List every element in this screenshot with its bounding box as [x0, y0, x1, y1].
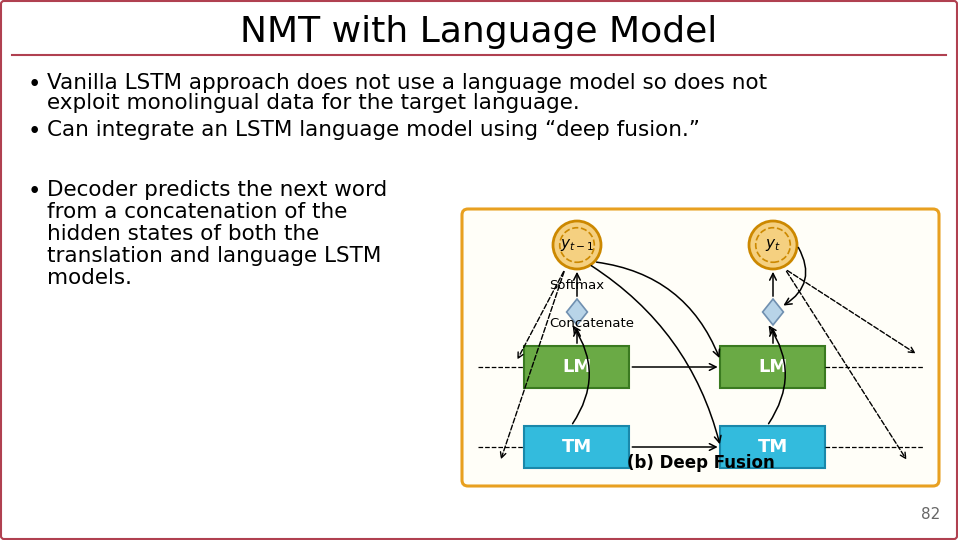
FancyBboxPatch shape: [462, 209, 939, 486]
Text: LM: LM: [562, 358, 592, 376]
Text: models.: models.: [47, 268, 132, 288]
Polygon shape: [763, 299, 784, 325]
Text: LM: LM: [759, 358, 787, 376]
Text: Concatenate: Concatenate: [549, 317, 634, 330]
FancyBboxPatch shape: [720, 346, 826, 388]
Text: Softmax: Softmax: [549, 279, 604, 292]
FancyBboxPatch shape: [524, 426, 629, 468]
Text: $y_t$: $y_t$: [765, 237, 781, 253]
Text: from a concatenation of the: from a concatenation of the: [47, 202, 348, 222]
Circle shape: [749, 221, 797, 269]
Text: Vanilla LSTM approach does not use a language model so does not: Vanilla LSTM approach does not use a lan…: [47, 73, 767, 93]
Text: Decoder predicts the next word: Decoder predicts the next word: [47, 180, 387, 200]
Text: (b) Deep Fusion: (b) Deep Fusion: [627, 454, 774, 472]
Text: NMT with Language Model: NMT with Language Model: [240, 15, 718, 49]
Text: •: •: [28, 120, 41, 143]
Text: TM: TM: [562, 438, 592, 456]
FancyBboxPatch shape: [524, 346, 629, 388]
Text: translation and language LSTM: translation and language LSTM: [47, 246, 381, 266]
Text: Can integrate an LSTM language model using “deep fusion.”: Can integrate an LSTM language model usi…: [47, 120, 700, 140]
Text: exploit monolingual data for the target language.: exploit monolingual data for the target …: [47, 93, 580, 113]
Circle shape: [553, 221, 601, 269]
Text: TM: TM: [758, 438, 788, 456]
Text: $y_{t-1}$: $y_{t-1}$: [559, 237, 594, 253]
Polygon shape: [566, 299, 587, 325]
Text: •: •: [28, 180, 41, 203]
Text: hidden states of both the: hidden states of both the: [47, 224, 319, 244]
FancyBboxPatch shape: [720, 426, 826, 468]
Text: 82: 82: [921, 507, 940, 522]
Text: •: •: [28, 73, 41, 96]
